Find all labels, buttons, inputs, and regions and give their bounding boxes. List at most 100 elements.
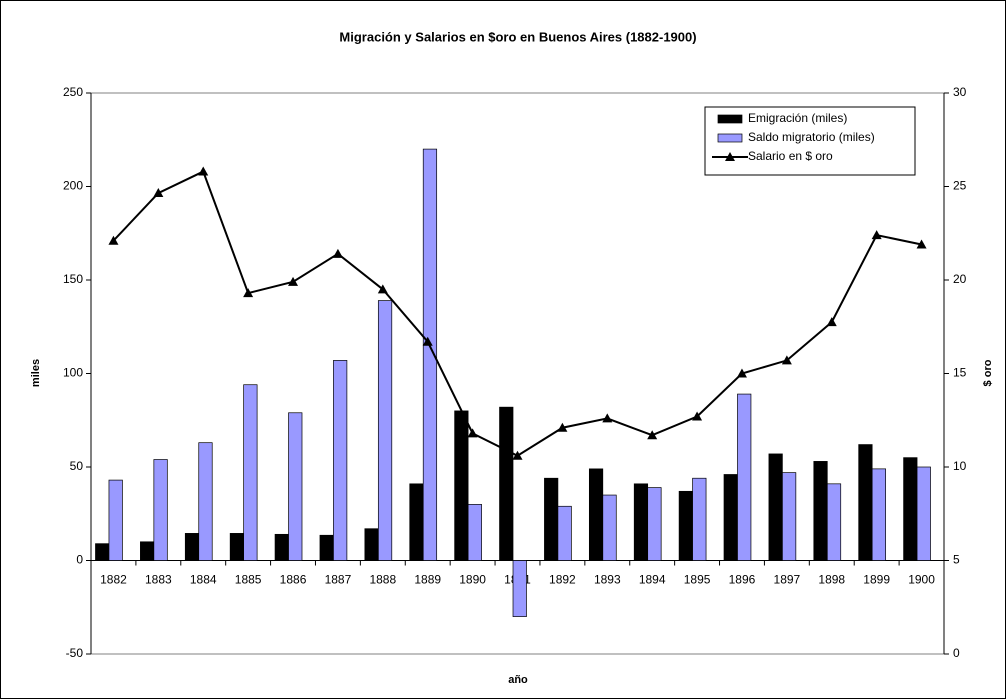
x-tick-label: 1890 — [459, 573, 486, 587]
y2-tick-label: 30 — [953, 85, 967, 99]
legend-swatch — [717, 133, 743, 143]
line-marker — [692, 411, 703, 421]
line-marker — [871, 230, 882, 240]
bar — [588, 468, 604, 561]
x-tick-label: 1897 — [774, 573, 801, 587]
legend-label: Emigración (miles) — [748, 111, 847, 125]
bar — [871, 468, 886, 561]
line-marker — [826, 317, 837, 327]
y-tick-label: 150 — [63, 272, 83, 286]
bar — [826, 483, 842, 561]
bar — [274, 533, 289, 561]
bar — [916, 466, 931, 561]
legend-marker — [725, 152, 735, 161]
line-marker — [243, 288, 254, 298]
bar — [108, 479, 123, 561]
x-tick-label: 1894 — [639, 573, 666, 587]
bar — [768, 453, 783, 561]
x-tick-label: 1896 — [729, 573, 756, 587]
line-marker — [512, 450, 523, 460]
bar — [512, 560, 527, 617]
x-tick-label: 1886 — [280, 573, 307, 587]
bar — [288, 412, 303, 561]
bar — [229, 533, 244, 561]
line-marker — [288, 276, 299, 286]
y2-tick-label: 0 — [953, 646, 960, 660]
bar — [184, 533, 200, 561]
y2-tick-label: 15 — [953, 366, 967, 380]
line-marker — [916, 239, 927, 249]
bar — [647, 487, 662, 561]
line-marker — [602, 413, 613, 423]
y-tick-label: 0 — [76, 553, 83, 567]
bar — [633, 483, 649, 561]
bar — [678, 490, 693, 561]
y-tick-label: 100 — [63, 366, 83, 380]
bar — [243, 384, 258, 561]
bar — [422, 148, 438, 561]
y-tick-label: 250 — [63, 85, 83, 99]
y-tick-label: 50 — [70, 459, 84, 473]
x-tick-label: 1900 — [908, 573, 935, 587]
legend-label: Salario en $ oro — [748, 149, 833, 163]
x-tick-label: 1892 — [549, 573, 576, 587]
y-tick-label: -50 — [66, 646, 84, 660]
x-tick-label: 1887 — [325, 573, 352, 587]
bar — [319, 534, 334, 561]
x-axis-label: año — [508, 674, 528, 686]
bar — [364, 528, 379, 561]
x-tick-label: 1889 — [414, 573, 441, 587]
line-marker — [332, 248, 343, 258]
y-tick-label: 200 — [63, 179, 83, 193]
bar — [333, 360, 348, 561]
line-marker — [198, 166, 209, 176]
bar — [692, 477, 707, 561]
line-marker — [647, 430, 658, 440]
bar — [409, 483, 424, 561]
x-tick-label: 1888 — [369, 573, 396, 587]
bar — [153, 459, 168, 561]
line-marker — [153, 188, 164, 198]
y2-axis-label: $ oro — [982, 359, 994, 386]
legend-label: Saldo migratorio (miles) — [748, 130, 875, 144]
chart-title: Migración y Salarios en $oro en Buenos A… — [339, 29, 696, 44]
bar — [737, 393, 752, 561]
bar — [140, 541, 155, 561]
line-marker — [781, 355, 792, 365]
line-marker — [108, 235, 119, 245]
bar — [454, 410, 469, 561]
x-tick-label: 1893 — [594, 573, 621, 587]
y2-tick-label: 25 — [953, 179, 967, 193]
line-marker — [557, 422, 568, 432]
line-marker — [422, 336, 433, 346]
bar — [813, 461, 828, 561]
x-tick-label: 1882 — [100, 573, 127, 587]
bar — [377, 300, 393, 561]
y-axis-label: miles — [30, 359, 42, 387]
x-tick-label: 1884 — [190, 573, 217, 587]
bar — [723, 474, 738, 561]
bar — [903, 457, 918, 561]
y2-tick-label: 5 — [953, 553, 960, 567]
x-tick-label: 1895 — [684, 573, 711, 587]
x-tick-label: 1898 — [818, 573, 845, 587]
bar — [467, 504, 482, 561]
bar — [544, 477, 559, 561]
bar — [499, 406, 514, 561]
x-tick-label: 1899 — [863, 573, 890, 587]
x-tick-label: 1883 — [145, 573, 172, 587]
line-marker — [377, 284, 388, 294]
y2-tick-label: 10 — [953, 459, 967, 473]
legend-swatch — [717, 114, 743, 124]
x-tick-label: 1885 — [235, 573, 262, 587]
bar — [602, 494, 617, 561]
bar — [198, 442, 213, 561]
bar — [858, 444, 873, 561]
bar — [95, 543, 110, 561]
line-marker — [467, 428, 478, 438]
y2-tick-label: 20 — [953, 272, 967, 286]
line-marker — [736, 368, 747, 378]
bar — [557, 505, 572, 561]
bar — [782, 472, 797, 561]
